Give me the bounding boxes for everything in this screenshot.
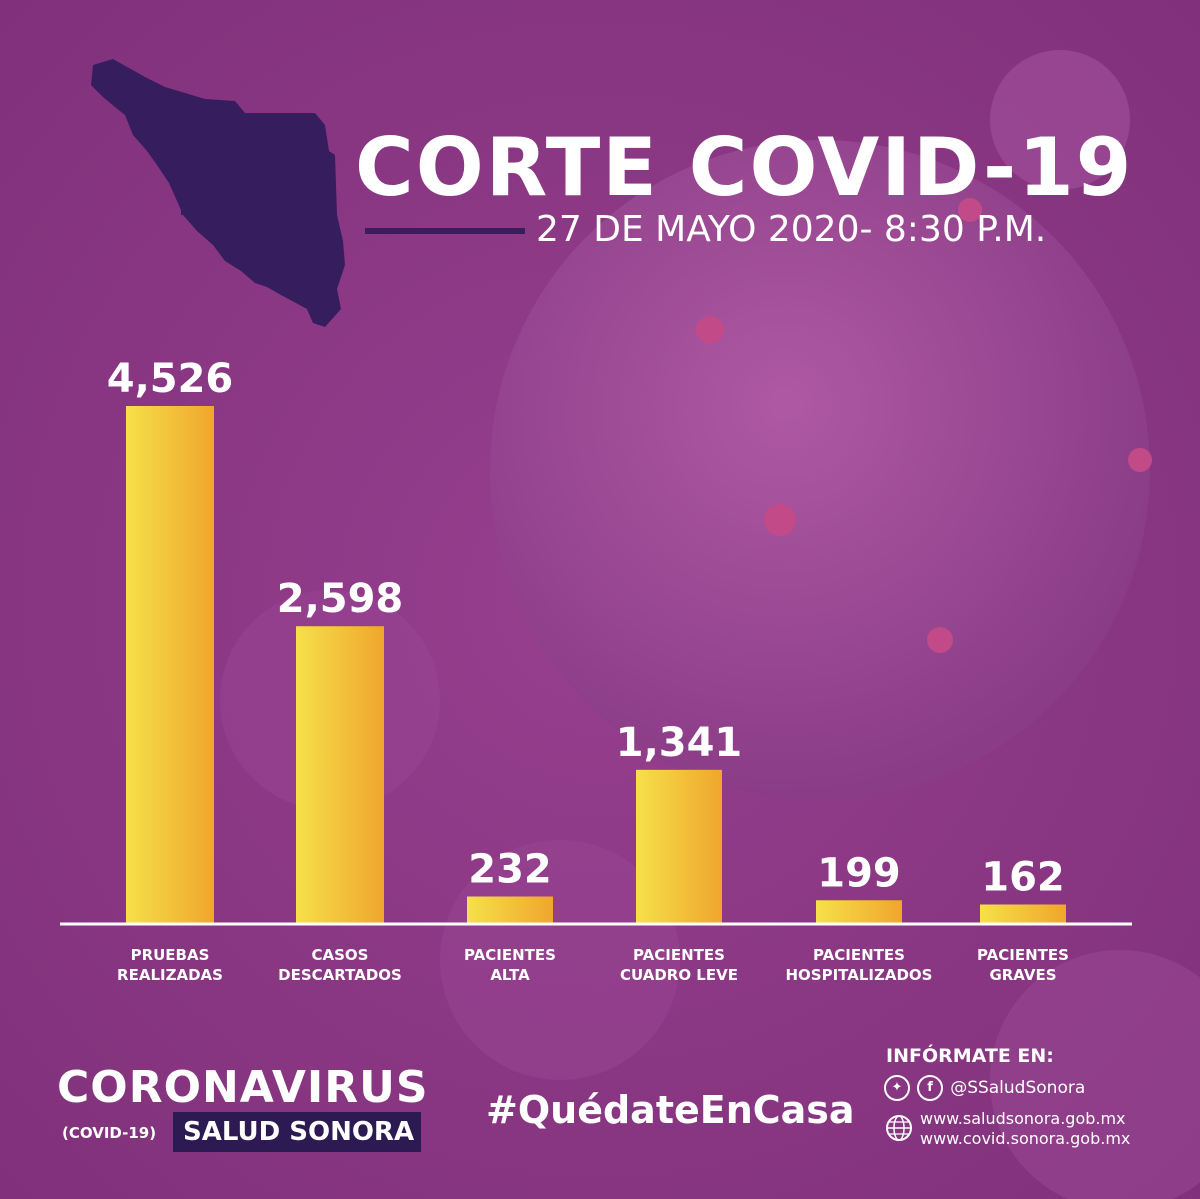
bar-4 xyxy=(816,900,902,923)
hashtag: #QuédateEnCasa xyxy=(486,1088,855,1132)
category-label: HOSPITALIZADOS xyxy=(786,966,933,984)
coronavirus-brand: CORONAVIRUS (COVID-19) SALUD SONORA xyxy=(57,1060,437,1160)
brand-subtitle: (COVID-19) xyxy=(62,1124,157,1142)
category-label: CUADRO LEVE xyxy=(620,966,738,984)
website-link-1[interactable]: www.saludsonora.gob.mx xyxy=(920,1109,1126,1128)
bar-1 xyxy=(296,626,384,923)
salud-sonora-label: SALUD SONORA xyxy=(183,1117,415,1147)
bar-2 xyxy=(467,896,553,923)
category-label: PACIENTES xyxy=(464,946,556,964)
info-title: INFÓRMATE EN: xyxy=(886,1045,1054,1067)
category-label: PACIENTES xyxy=(813,946,905,964)
salud-sonora-badge: SALUD SONORA xyxy=(173,1112,421,1152)
social-row: ✦ f @SSaludSonora xyxy=(884,1075,1085,1101)
info-block: INFÓRMATE EN: ✦ f @SSaludSonora www.salu… xyxy=(884,1043,1184,1153)
bar-5 xyxy=(980,904,1066,923)
category-label: PACIENTES xyxy=(633,946,725,964)
category-label: GRAVES xyxy=(989,966,1056,984)
bar-chart: 4,526 PRUEBAS REALIZADAS 2,598 CASOS DESCARTA… xyxy=(60,356,1132,984)
bar-value-label: 2,598 xyxy=(277,576,404,622)
bar-value-label: 1,341 xyxy=(616,720,743,766)
title-underline xyxy=(365,228,525,234)
category-label: DESCARTADOS xyxy=(278,966,402,984)
category-label: ALTA xyxy=(490,966,530,984)
category-label: PACIENTES xyxy=(977,946,1069,964)
facebook-icon[interactable]: f xyxy=(917,1075,944,1101)
date-subtitle: 27 DE MAYO 2020- 8:30 P.M. xyxy=(536,209,1047,250)
bar-0 xyxy=(126,406,214,923)
social-handle[interactable]: @SSaludSonora xyxy=(950,1078,1086,1098)
bar-3 xyxy=(636,769,722,923)
bar-value-label: 4,526 xyxy=(107,356,234,402)
sonora-map-icon xyxy=(91,59,345,327)
category-label: CASOS xyxy=(312,946,369,964)
bar-value-label: 162 xyxy=(981,854,1065,900)
category-label: PRUEBAS xyxy=(131,946,210,964)
website-link-2[interactable]: www.covid.sonora.gob.mx xyxy=(920,1129,1131,1148)
bar-value-label: 232 xyxy=(468,846,552,892)
page-title: CORTE COVID-19 xyxy=(355,121,1134,214)
globe-icon xyxy=(886,1115,912,1141)
bar-value-label: 199 xyxy=(817,850,901,896)
category-label: REALIZADAS xyxy=(117,966,223,984)
twitter-icon[interactable]: ✦ xyxy=(884,1075,910,1101)
brand-title: CORONAVIRUS xyxy=(57,1062,429,1113)
